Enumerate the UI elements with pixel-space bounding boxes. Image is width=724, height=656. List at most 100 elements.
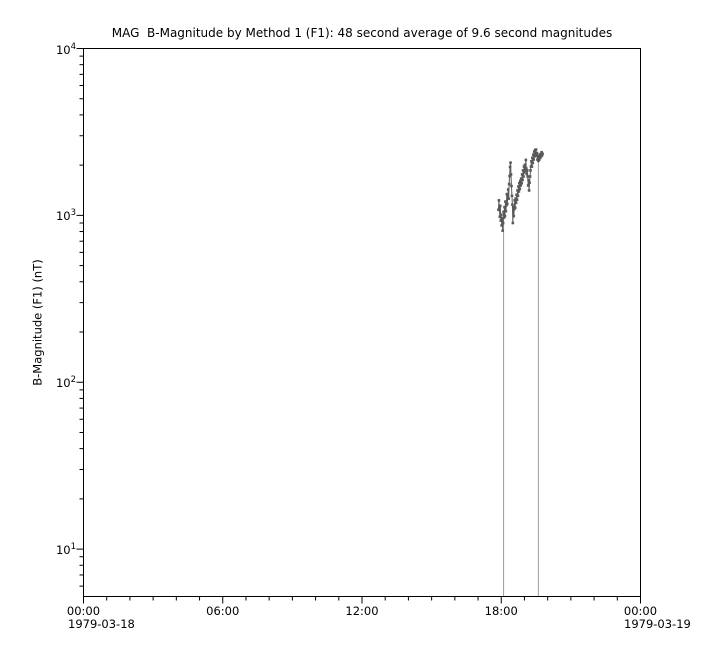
data-point-marker bbox=[523, 171, 526, 174]
data-point-marker bbox=[518, 187, 522, 191]
data-point-marker bbox=[516, 189, 519, 192]
data-point-marker bbox=[533, 154, 536, 158]
data-point-marker bbox=[540, 154, 544, 157]
data-point-marker bbox=[505, 192, 509, 196]
data-point-marker bbox=[512, 207, 516, 211]
x-tick-label: 12:00 bbox=[345, 604, 379, 618]
data-point-marker bbox=[534, 148, 538, 151]
data-point-marker bbox=[522, 175, 525, 178]
data-point-marker bbox=[509, 161, 512, 164]
data-point-marker bbox=[504, 209, 508, 213]
data-point-marker bbox=[507, 182, 511, 186]
data-point-marker bbox=[510, 194, 514, 198]
data-point-marker bbox=[515, 198, 519, 202]
data-point-marker bbox=[501, 221, 505, 225]
data-point-marker bbox=[519, 184, 523, 187]
data-point-marker bbox=[500, 217, 504, 220]
data-point-marker bbox=[511, 203, 514, 206]
data-point-marker bbox=[526, 184, 530, 187]
data-point-marker bbox=[537, 159, 540, 163]
data-point-marker bbox=[528, 181, 531, 184]
data-point-marker bbox=[535, 154, 538, 157]
data-point-marker bbox=[538, 158, 541, 161]
data-point-marker bbox=[528, 175, 532, 178]
data-point-marker bbox=[515, 193, 518, 196]
data-point-marker bbox=[502, 216, 506, 219]
data-point-marker bbox=[512, 214, 516, 218]
data-point-marker bbox=[512, 205, 515, 209]
data-point-marker bbox=[501, 229, 504, 232]
y-tick-label: 104 bbox=[55, 41, 76, 57]
data-point-marker bbox=[520, 181, 523, 185]
data-point-marker bbox=[498, 215, 502, 219]
x-axis-date-start: 1979-03-18 bbox=[68, 617, 135, 631]
x-tick-label: 00:00 bbox=[623, 604, 658, 618]
data-point-marker bbox=[531, 156, 534, 160]
y-axis-label: B-Magnitude (F1) (nT) bbox=[30, 259, 45, 386]
data-point-marker bbox=[513, 199, 517, 202]
data-point-marker bbox=[540, 150, 543, 154]
data-point-marker bbox=[508, 174, 511, 178]
data-point-marker bbox=[524, 158, 528, 162]
data-point-marker bbox=[527, 178, 530, 182]
data-point-marker bbox=[523, 163, 527, 167]
data-point-marker bbox=[503, 205, 506, 209]
data-point-marker bbox=[519, 177, 523, 180]
data-point-marker bbox=[531, 153, 535, 156]
data-point-marker bbox=[535, 151, 539, 155]
data-point-marker bbox=[525, 169, 529, 172]
data-point-marker bbox=[514, 197, 517, 200]
data-point-marker bbox=[536, 158, 539, 161]
data-point-marker bbox=[525, 167, 528, 170]
plot-frame bbox=[83, 48, 641, 597]
data-point-marker bbox=[514, 201, 518, 205]
data-point-marker bbox=[531, 161, 535, 165]
data-point-marker bbox=[524, 169, 527, 172]
data-point-marker bbox=[513, 206, 517, 210]
data-point-marker bbox=[538, 156, 542, 160]
data-point-marker bbox=[516, 194, 520, 198]
y-tick-label: 101 bbox=[55, 542, 76, 557]
data-point-marker bbox=[508, 165, 512, 169]
data-point-marker bbox=[517, 185, 520, 188]
data-point-marker bbox=[526, 175, 530, 178]
data-point-marker bbox=[503, 214, 507, 218]
data-point-marker bbox=[537, 154, 541, 158]
data-point-marker bbox=[521, 178, 524, 182]
x-tick-label: 00:00 bbox=[66, 604, 101, 618]
data-point-marker bbox=[497, 199, 501, 202]
data-point-marker bbox=[499, 213, 503, 216]
chart-title: MAG B-Magnitude by Method 1 (F1): 48 sec… bbox=[111, 26, 613, 40]
data-point-marker bbox=[510, 184, 513, 188]
data-point-marker bbox=[525, 172, 529, 176]
data-point-marker bbox=[522, 165, 526, 168]
data-point-marker bbox=[506, 188, 510, 191]
data-point-marker bbox=[529, 169, 532, 172]
data-point-marker bbox=[499, 204, 502, 208]
data-point-marker bbox=[521, 169, 525, 172]
data-point-marker bbox=[502, 210, 505, 214]
data-point-marker bbox=[500, 224, 504, 227]
data-point-marker bbox=[539, 152, 542, 156]
data-point-marker bbox=[509, 173, 513, 176]
data-point-marker bbox=[517, 190, 521, 193]
data-point-marker bbox=[518, 179, 522, 183]
data-point-marker bbox=[497, 208, 500, 212]
x-axis-date-end: 1979-03-19 bbox=[624, 617, 691, 631]
data-point-marker bbox=[506, 195, 510, 199]
data-point-marker bbox=[527, 189, 531, 192]
y-tick-label: 103 bbox=[55, 208, 76, 224]
data-point-marker bbox=[498, 207, 501, 210]
y-tick-label: 102 bbox=[55, 375, 76, 391]
data-point-marker bbox=[530, 165, 534, 168]
data-point-marker bbox=[499, 219, 503, 222]
data-point-marker bbox=[507, 197, 510, 200]
data-point-marker bbox=[505, 202, 509, 206]
data-point-marker bbox=[541, 152, 544, 156]
data-point-marker bbox=[511, 221, 515, 225]
data-point-marker bbox=[532, 150, 536, 153]
x-tick-label: 18:00 bbox=[484, 604, 518, 618]
x-tick-label: 06:00 bbox=[206, 604, 240, 618]
data-point-marker bbox=[520, 173, 524, 176]
